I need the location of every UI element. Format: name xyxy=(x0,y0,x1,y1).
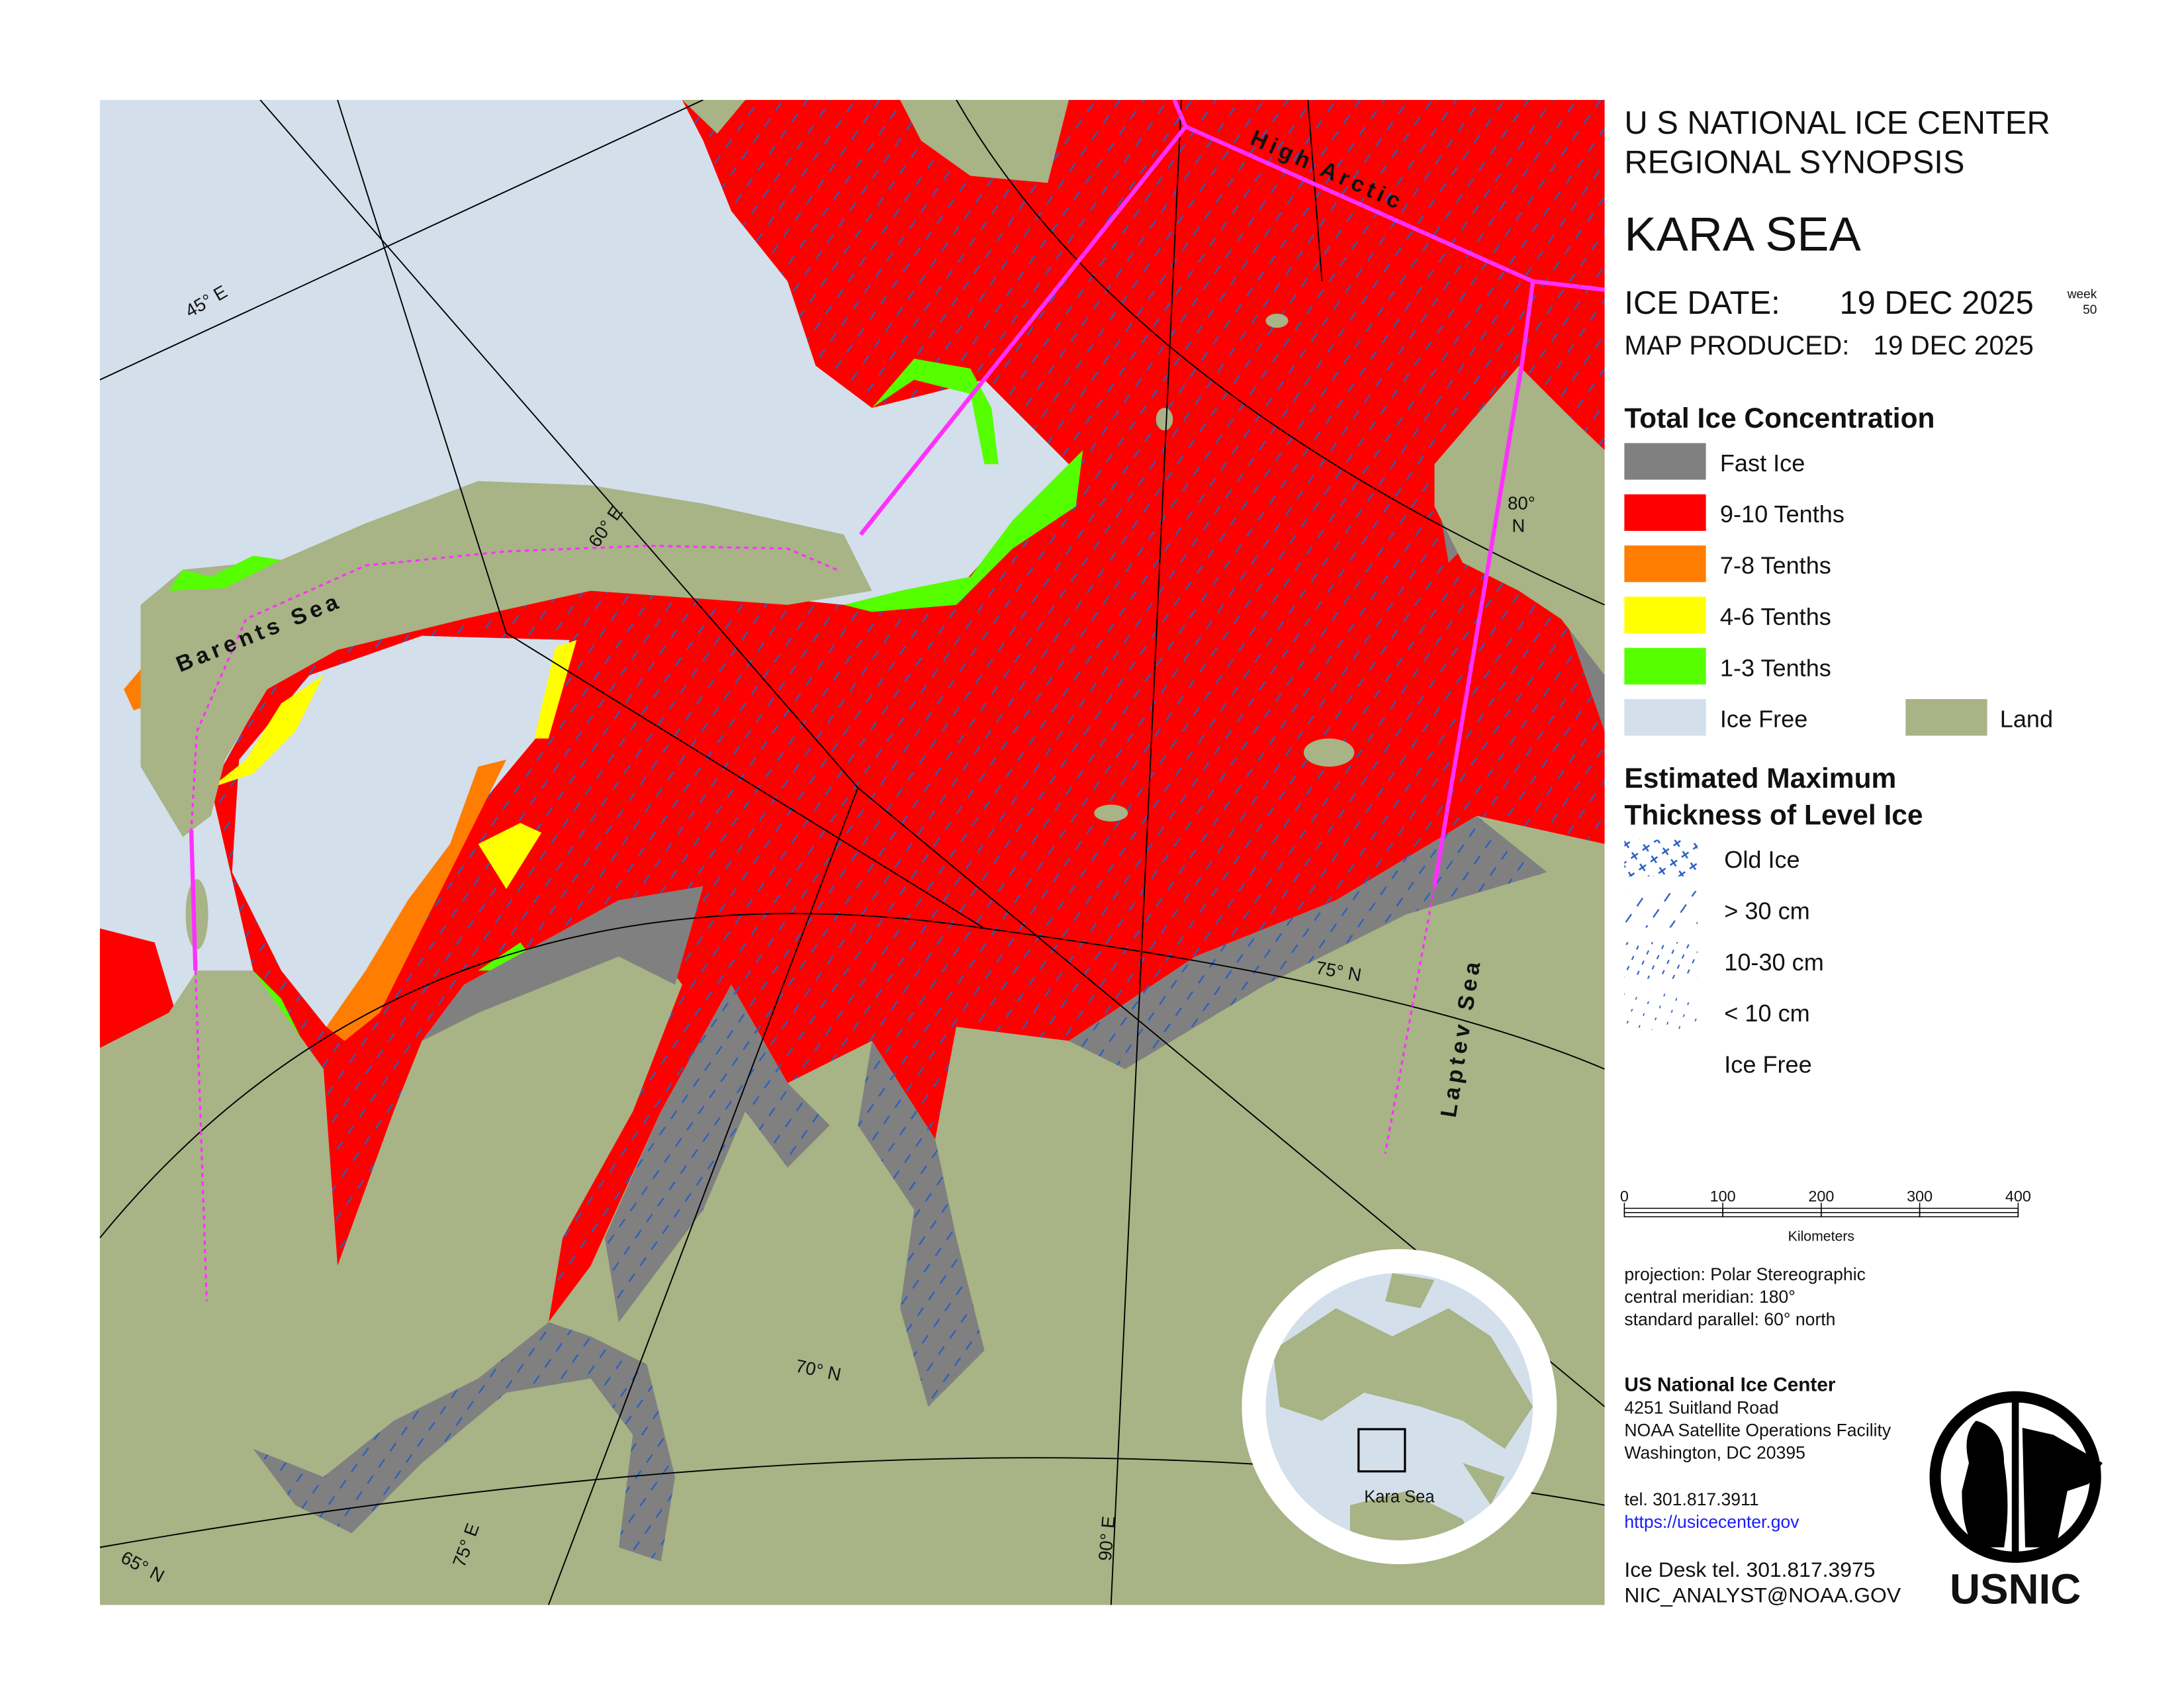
week-label: week xyxy=(2067,288,2097,302)
legend-title: Thickness of Level Ice xyxy=(1624,800,1923,831)
scale-label: 400 xyxy=(2005,1188,2031,1205)
projection-info: projection: Polar Stereographic central m… xyxy=(1624,1264,1866,1329)
contact-address: 4251 Suitland Road NOAA Satellite Operati… xyxy=(1624,1398,1891,1463)
address-line: NOAA Satellite Operations Facility xyxy=(1624,1421,1891,1440)
legend-title: Estimated Maximum xyxy=(1624,763,1896,794)
legend-swatch xyxy=(1624,596,1706,633)
week: 50 xyxy=(2083,303,2097,317)
legend-label: Ice Free xyxy=(1724,1051,1811,1078)
legend-label: < 10 cm xyxy=(1724,1000,1809,1027)
land xyxy=(140,481,872,837)
address-line: Washington, DC 20395 xyxy=(1624,1443,1805,1463)
legend-swatch xyxy=(1624,699,1706,736)
scale-segment xyxy=(1623,1207,1723,1213)
scale-segment xyxy=(1722,1207,1822,1213)
info-panel: U S NATIONAL ICE CENTER REGIONAL SYNOPSI… xyxy=(1620,105,2103,1613)
legend-swatch xyxy=(1624,494,1706,531)
legend-label: 1-3 Tenths xyxy=(1720,654,1831,681)
projection-line: standard parallel: 60° north xyxy=(1624,1309,1835,1329)
scale-label: 300 xyxy=(1907,1188,1933,1205)
graticule-label: 90° E xyxy=(1095,1515,1119,1562)
produced-label: MAP PRODUCED: xyxy=(1624,330,1849,361)
contact-tel: tel. 301.817.3911 xyxy=(1624,1489,1758,1509)
legend-label: 10-30 cm xyxy=(1724,949,1824,976)
legend-swatch xyxy=(1624,1045,1698,1081)
land xyxy=(1434,365,1605,675)
inset-label: Kara Sea xyxy=(1364,1488,1435,1507)
address-line: 4251 Suitland Road xyxy=(1624,1398,1778,1418)
ice-desk-tel: Ice Desk tel. 301.817.3975 xyxy=(1624,1558,1875,1581)
scale-label: 200 xyxy=(1808,1188,1834,1205)
legend-swatch xyxy=(1624,545,1706,583)
legend-label: Ice Free xyxy=(1720,706,1807,733)
logo: USNIC xyxy=(1929,1391,2103,1613)
legend-swatch xyxy=(1624,443,1706,480)
region-title: KARA SEA xyxy=(1624,208,1861,261)
scale-segment xyxy=(1722,1212,1822,1217)
produced-date: 19 DEC 2025 xyxy=(1874,330,2034,361)
thickness-legend: Old Ice > 30 cm 10-30 cm < 10 cm Ice Free xyxy=(1624,839,1824,1081)
legend-title: Total Ice Concentration xyxy=(1624,403,1934,434)
concentration-legend: Fast Ice 9-10 Tenths 7-8 Tenths 4-6 Tenths 1… xyxy=(1624,443,2053,736)
legend-swatch xyxy=(1905,699,1987,736)
legend-label: 7-8 Tenths xyxy=(1720,552,1831,579)
scale-segment xyxy=(1821,1212,1921,1217)
legend-swatch xyxy=(1624,942,1698,979)
legend-swatch xyxy=(1624,839,1698,876)
scale-segment xyxy=(1919,1207,2019,1213)
legend-label: 9-10 Tenths xyxy=(1720,500,1844,528)
legend-label: > 30 cm xyxy=(1724,897,1809,924)
logo-text: USNIC xyxy=(1950,1566,2081,1613)
legend-label: Fast Ice xyxy=(1720,449,1805,477)
graticule-label: N xyxy=(1512,515,1525,536)
projection-line: central meridian: 180° xyxy=(1624,1287,1796,1307)
legend-swatch xyxy=(1624,890,1698,928)
scale-unit: Kilometers xyxy=(1788,1228,1854,1244)
legend-label: 4-6 Tenths xyxy=(1720,603,1831,630)
contact-name: US National Ice Center xyxy=(1624,1374,1835,1396)
projection-line: projection: Polar Stereographic xyxy=(1624,1264,1866,1284)
scale-segment xyxy=(1821,1207,1921,1213)
scale-label: 100 xyxy=(1710,1188,1736,1205)
contact-email: NIC_ANALYST@NOAA.GOV xyxy=(1624,1583,1901,1607)
graticule-label: 80° xyxy=(1508,492,1535,513)
product: REGIONAL SYNOPSIS xyxy=(1624,144,1964,180)
ice-date: 19 DEC 2025 xyxy=(1840,285,2034,321)
scale-label: 0 xyxy=(1620,1188,1629,1205)
scale-segment xyxy=(1623,1212,1723,1217)
scale-bar: 0 100 200 300 400 xyxy=(1620,1188,2031,1217)
map: High Arctic Barents Sea Laptev Sea 45° E… xyxy=(99,99,1605,1605)
legend-swatch xyxy=(1624,647,1706,685)
agency: U S NATIONAL ICE CENTER xyxy=(1624,105,2050,141)
legend-swatch xyxy=(1624,993,1698,1030)
land xyxy=(900,99,1069,183)
region-boundary xyxy=(189,99,1605,971)
contact-url[interactable]: https://usicecenter.gov xyxy=(1624,1512,1799,1532)
legend-label: Land xyxy=(2000,706,2053,733)
legend-label: Old Ice xyxy=(1724,846,1799,873)
land xyxy=(682,99,746,134)
ice-free-sea xyxy=(232,635,570,1027)
scale-segment xyxy=(1919,1212,2019,1217)
ice-date-label: ICE DATE: xyxy=(1624,285,1780,321)
